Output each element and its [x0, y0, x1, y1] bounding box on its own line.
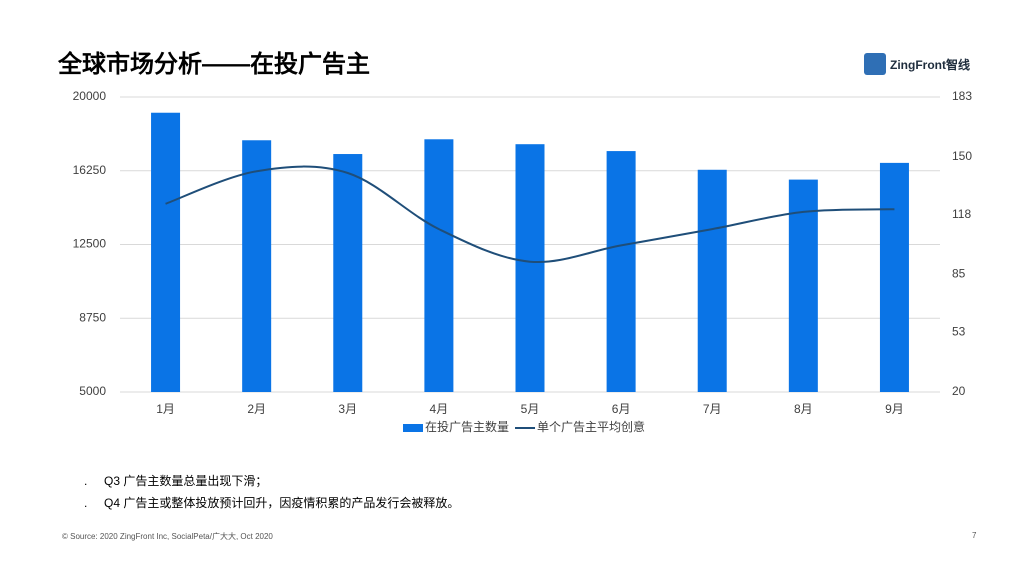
legend-label: 在投广告主数量 [425, 419, 509, 434]
bar [242, 140, 272, 392]
bullet: Q3 广告主数量总量出现下滑； [84, 470, 459, 492]
y2-tick-label: 183 [952, 89, 972, 103]
x-tick-label: 5月 [521, 402, 540, 416]
y-tick-label: 16250 [73, 163, 107, 177]
chart: 5000 8750 12500 16250 20000 20 53 85 118 150 183 1月… [73, 89, 973, 434]
bar [424, 139, 454, 392]
bar [151, 112, 181, 392]
x-tick-label: 9月 [885, 402, 904, 416]
x-tick-label: 2月 [247, 402, 266, 416]
bar [333, 154, 363, 392]
bar [788, 179, 818, 392]
legend-label: 单个广告主平均创意 [537, 419, 645, 434]
y-tick-label: 20000 [73, 89, 107, 103]
y-tick-label: 8750 [79, 310, 106, 324]
source-note: © Source: 2020 ZingFront Inc, SocialPeta… [62, 532, 273, 541]
bar [697, 169, 727, 392]
line [165, 165, 895, 264]
y2-tick-label: 150 [952, 149, 972, 163]
page-number: 7 [972, 531, 977, 540]
slide-title: 全球市场分析——在投广告主 [58, 51, 370, 78]
y2-tick-label: 118 [952, 207, 971, 221]
y-tick-label: 5000 [79, 384, 106, 398]
y2-tick-label: 20 [952, 384, 966, 398]
y2-tick-label: 85 [952, 267, 966, 281]
x-tick-label: 4月 [430, 402, 449, 416]
bullet: Q4 广告主或整体投放预计回升，因疫情积累的产品发行会被释放。 [84, 492, 459, 514]
x-tick-label: 1月 [156, 402, 175, 416]
x-tick-label: 8月 [794, 402, 813, 416]
logo: ZingFront智线 [864, 52, 970, 76]
bar [606, 151, 636, 392]
x-tick-label: 3月 [338, 402, 357, 416]
y-tick-label: 12500 [73, 237, 107, 251]
x-tick-label: 6月 [612, 402, 631, 416]
logo-icon [864, 53, 886, 75]
bar [515, 144, 545, 392]
legend-swatch [403, 424, 423, 432]
bullet-list: Q3 广告主数量总量出现下滑； Q4 广告主或整体投放预计回升，因疫情积累的产品… [84, 470, 459, 514]
bar [879, 162, 909, 392]
logo-text: ZingFront智线 [890, 57, 970, 72]
y2-tick-label: 53 [952, 324, 966, 338]
x-tick-label: 7月 [703, 402, 722, 416]
